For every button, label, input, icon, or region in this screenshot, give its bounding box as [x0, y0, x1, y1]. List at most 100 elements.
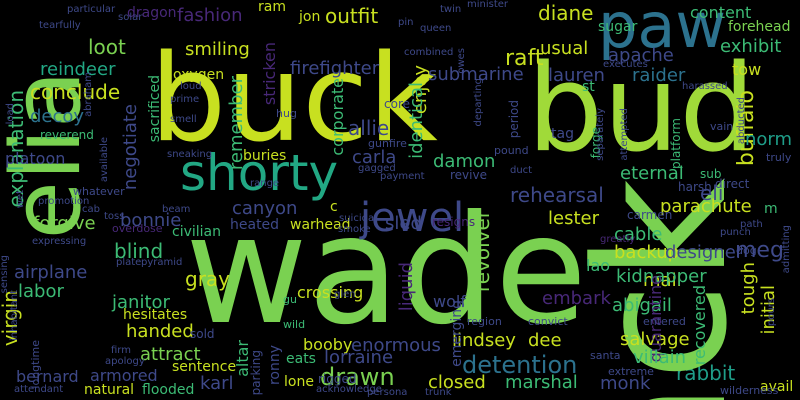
cloud-word: attract — [140, 344, 201, 365]
cloud-word: tearfully — [39, 20, 81, 31]
cloud-word: identical — [406, 82, 427, 159]
cloud-word: extreme — [608, 365, 654, 378]
cloud-word: buck — [150, 30, 438, 169]
cloud-word: smoke — [338, 224, 371, 235]
cloud-word: smiling — [185, 39, 250, 60]
cloud-word: dog — [736, 244, 757, 257]
cloud-word: backup — [614, 242, 680, 263]
cloud-word: load — [5, 103, 16, 125]
cloud-word: embark — [542, 288, 611, 309]
cloud-word: enormous — [351, 335, 441, 356]
cloud-word: beam — [162, 204, 191, 215]
cloud-word: allie — [348, 116, 390, 140]
cloud-word: dragon — [127, 5, 177, 21]
cloud-word: bonnie — [120, 210, 182, 231]
cloud-word: rabbit — [676, 361, 736, 385]
cloud-word: wilderness — [720, 384, 779, 397]
cloud-word: exhibit — [720, 36, 782, 57]
cloud-word: period — [507, 100, 521, 139]
cloud-word: eli — [700, 181, 724, 205]
cloud-word: flooded — [142, 382, 195, 398]
cloud-word: wet — [15, 190, 26, 209]
cloud-word: inhabitant — [9, 290, 20, 342]
cloud-word: expressing — [32, 236, 87, 247]
cloud-word: stricken — [260, 42, 279, 106]
cloud-word: meg — [735, 238, 784, 263]
cloud-word: reindeer — [40, 59, 116, 80]
cloud-word: labor — [18, 281, 64, 302]
cloud-word: sneaking — [167, 149, 213, 160]
cloud-word: wild — [283, 318, 306, 331]
cloud-word: tow — [732, 60, 762, 79]
cloud-word: natural — [84, 382, 135, 398]
cloud-word: booby — [303, 335, 353, 354]
cloud-word: gu — [283, 293, 297, 306]
cloud-word: ram — [258, 0, 286, 15]
cloud-word: lindsey — [452, 330, 516, 351]
cloud-word: owes — [456, 48, 467, 74]
cloud-word: entered — [643, 315, 686, 328]
cloud-word: loot — [88, 35, 126, 59]
cloud-word: avail — [760, 379, 794, 395]
cloud-word: sub — [700, 167, 722, 181]
cloud-word: platoon — [5, 149, 66, 168]
cloud-word: eternal — [620, 163, 684, 184]
cloud-word: submarine — [428, 64, 524, 85]
cloud-word: sled — [385, 213, 422, 234]
cloud-word: diane — [538, 1, 594, 25]
cloud-word: closed — [428, 372, 486, 393]
cloud-word: raft — [505, 46, 544, 71]
cloud-word: carla — [352, 147, 397, 168]
cloud-word: apology — [105, 356, 145, 367]
cloud-word: warhead — [290, 217, 351, 233]
cloud-word: drawn — [320, 363, 395, 391]
cloud-word: solar — [118, 12, 143, 23]
cloud-word: lester — [548, 208, 599, 229]
cloud-word: resigns — [432, 215, 476, 229]
cloud-word: m — [764, 201, 778, 217]
cloud-word: core — [384, 97, 410, 111]
cloud-word: cab — [82, 204, 100, 215]
cloud-word: separately — [595, 108, 606, 161]
cloud-word: harsh — [678, 180, 712, 194]
cloud-word: reverend — [40, 128, 94, 142]
cloud-word: trunk — [425, 387, 452, 398]
cloud-word: parking — [249, 350, 263, 396]
cloud-word: c — [330, 199, 338, 215]
cloud-word: santa — [590, 349, 621, 362]
cloud-word: ronny — [267, 345, 283, 386]
cloud-word: detention — [462, 351, 578, 379]
cloud-word: carmen — [627, 208, 673, 222]
cloud-word: gunfire — [368, 137, 407, 150]
cloud-word: eats — [286, 351, 316, 367]
cloud-word: attendant — [14, 384, 64, 395]
cloud-word: queen — [420, 23, 452, 34]
cloud-word: greatly — [600, 234, 636, 245]
cloud-word: pin — [398, 17, 414, 28]
cloud-word: platform — [669, 118, 683, 169]
cloud-word: crossing — [297, 283, 364, 302]
cloud-word: minister — [467, 0, 509, 10]
cloud-word: buries — [243, 148, 287, 164]
cloud-word: sentence — [172, 359, 237, 375]
cloud-word: emerging — [449, 300, 465, 367]
cloud-word: gray — [185, 267, 231, 291]
cloud-word: wolf — [433, 292, 466, 311]
cloud-word: janitor — [112, 292, 170, 313]
cloud-word: lauren — [548, 65, 605, 86]
cloud-word: salvage — [620, 329, 690, 350]
cloud-word: marshal — [505, 372, 578, 393]
cloud-word: st — [582, 79, 595, 95]
cloud-word: pound — [494, 144, 529, 157]
cloud-word: recovered — [690, 285, 709, 366]
cloud-word: mail — [643, 270, 682, 291]
cloud-word: damon — [433, 151, 496, 172]
cloud-word: airplane — [14, 262, 88, 283]
cloud-word: available — [99, 137, 110, 183]
cloud-word: abraham — [83, 72, 94, 117]
cloud-word: loud — [180, 81, 202, 92]
cloud-word: shorty — [180, 144, 339, 202]
cloud-word: toss — [104, 211, 125, 222]
cloud-word: plate — [116, 257, 142, 268]
